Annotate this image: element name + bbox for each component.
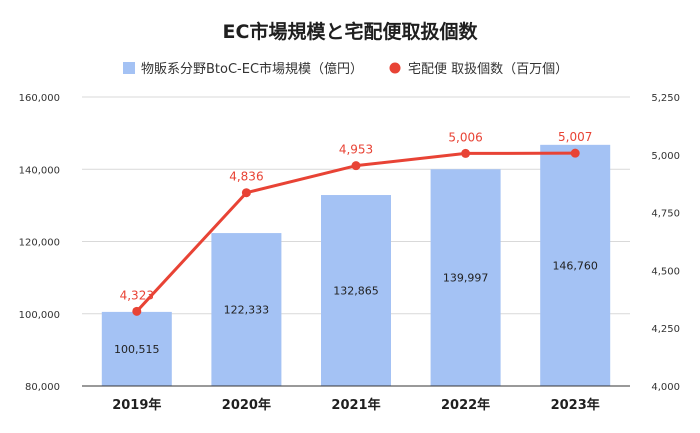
line-point bbox=[132, 306, 142, 316]
line-point bbox=[241, 188, 251, 198]
bar-data-label: 100,515 bbox=[114, 343, 160, 356]
bar-data-label: 139,997 bbox=[443, 272, 489, 285]
bar-data-labels: 100,515 122,333 132,865 139,997 146,760 bbox=[114, 259, 598, 356]
x-tick-label: 2023年 bbox=[551, 397, 600, 413]
x-tick-label: 2022年 bbox=[441, 397, 490, 413]
line-data-label: 4,323 bbox=[120, 288, 154, 302]
line-series bbox=[132, 148, 580, 316]
y-right-tick-label: 4,500 bbox=[651, 266, 680, 277]
y-right-tick-label: 4,250 bbox=[651, 324, 680, 335]
line-data-labels: 4,323 4,836 4,953 5,006 5,007 bbox=[120, 130, 593, 302]
y-left-tick-label: 120,000 bbox=[19, 238, 60, 249]
legend: 物販系分野BtoC-EC市場規模（億円） 宅配便 取扱個数（百万個） bbox=[123, 61, 568, 77]
y-left-tick-label: 100,000 bbox=[19, 310, 60, 321]
bar-series bbox=[101, 144, 611, 386]
legend-bar-label: 物販系分野BtoC-EC市場規模（億円） bbox=[141, 61, 363, 77]
y-right-tick-label: 4,750 bbox=[651, 209, 680, 220]
line-point bbox=[351, 161, 361, 171]
x-tick-label: 2021年 bbox=[331, 397, 380, 413]
y-axis-left: 80,000 100,000 120,000 140,000 160,000 bbox=[19, 93, 60, 393]
bar-data-label: 122,333 bbox=[224, 304, 270, 317]
bar bbox=[101, 311, 172, 386]
bar bbox=[211, 233, 282, 386]
y-right-tick-label: 5,250 bbox=[651, 93, 680, 104]
y-right-tick-label: 5,000 bbox=[651, 151, 680, 162]
line-point bbox=[570, 148, 580, 158]
bar-data-label: 146,760 bbox=[552, 259, 598, 272]
chart-title: EC市場規模と宅配便取扱個数 bbox=[223, 20, 479, 43]
bar bbox=[321, 195, 391, 386]
y-left-tick-label: 140,000 bbox=[19, 165, 60, 176]
y-left-tick-label: 80,000 bbox=[25, 382, 60, 393]
x-tick-label: 2020年 bbox=[222, 397, 271, 413]
line-data-label: 4,836 bbox=[229, 170, 263, 184]
bar-data-label: 132,865 bbox=[333, 285, 379, 298]
y-left-tick-label: 160,000 bbox=[19, 93, 60, 104]
legend-line-swatch bbox=[389, 62, 401, 74]
y-right-tick-label: 4,000 bbox=[651, 382, 680, 393]
legend-bar-swatch bbox=[123, 62, 135, 74]
bar bbox=[430, 169, 501, 386]
x-tick-label: 2019年 bbox=[112, 397, 161, 413]
y-axis-right: 4,000 4,250 4,500 4,750 5,000 5,250 bbox=[651, 93, 680, 393]
legend-line-label: 宅配便 取扱個数（百万個） bbox=[408, 62, 568, 77]
line-point bbox=[461, 148, 471, 158]
line-data-label: 4,953 bbox=[339, 143, 373, 157]
line-data-label: 5,006 bbox=[448, 130, 482, 144]
x-axis: 2019年 2020年 2021年 2022年 2023年 bbox=[82, 385, 630, 413]
line-data-label: 5,007 bbox=[558, 130, 592, 144]
bar bbox=[540, 144, 611, 386]
